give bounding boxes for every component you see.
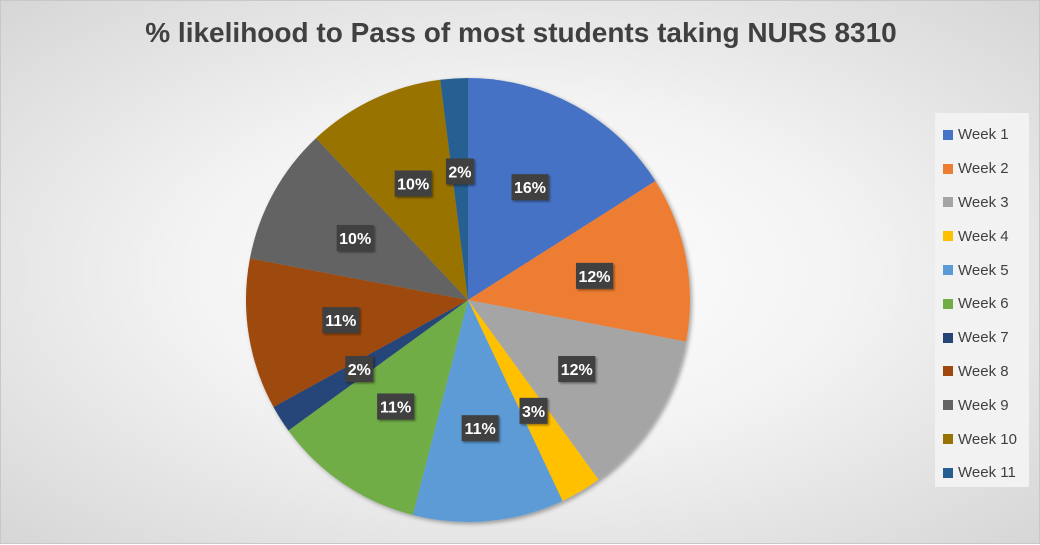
legend-label: Week 6 (958, 295, 1009, 313)
legend-label: Week 1 (958, 126, 1009, 144)
data-label-8: 11% (322, 307, 360, 334)
data-label-text: 11% (380, 399, 411, 416)
data-label-3: 12% (558, 355, 596, 382)
legend-label: Week 10 (958, 430, 1017, 448)
legend: Week 1 Week 2 Week 3 Week 4 Week 5 Week 6 Week… (935, 113, 1029, 487)
legend-label: Week 3 (958, 193, 1009, 211)
data-label-box (394, 170, 432, 197)
data-label-9: 10% (336, 224, 374, 251)
data-label-text: 3% (522, 404, 545, 421)
legend-swatch (943, 231, 953, 242)
legend-swatch (943, 129, 953, 140)
legend-item-5: Week 5 (935, 253, 1029, 287)
data-label-7: 2% (345, 355, 374, 382)
legend-label: Week 11 (958, 464, 1016, 482)
pie-slice-2 (468, 181, 690, 342)
pie-slice-9 (249, 138, 468, 300)
pie-data-labels: 16% 12% 12% 3% 11% 11% 2% 11% 10% 10% 2% (322, 158, 613, 442)
data-label-10: 10% (394, 170, 432, 197)
legend-item-1: Week 1 (935, 118, 1029, 152)
legend-item-6: Week 6 (935, 287, 1029, 321)
data-label-box (461, 415, 499, 442)
legend-item-11: Week 11 (935, 456, 1029, 490)
data-label-text: 10% (339, 231, 371, 248)
data-label-box (322, 307, 360, 334)
chart-title: % likelihood to Pass of most students ta… (145, 17, 897, 48)
pie-slice-10 (316, 79, 468, 300)
data-label-text: 12% (578, 269, 610, 286)
data-label-text: 2% (348, 362, 371, 379)
legend-item-10: Week 10 (935, 422, 1029, 456)
legend-swatch (943, 265, 953, 276)
legend-swatch (943, 400, 953, 411)
legend-swatch (943, 197, 953, 208)
data-label-5: 11% (461, 415, 499, 442)
legend-label: Week 2 (958, 160, 1009, 178)
data-label-6: 11% (377, 393, 415, 420)
data-label-box (445, 158, 474, 185)
data-label-box (558, 355, 596, 382)
legend-item-3: Week 3 (935, 186, 1029, 220)
data-label-text: 11% (465, 421, 496, 438)
legend-label: Week 9 (958, 396, 1009, 414)
data-label-text: 10% (397, 176, 429, 193)
legend-item-9: Week 9 (935, 388, 1029, 422)
legend-label: Week 7 (958, 329, 1009, 347)
data-label-1: 16% (511, 174, 549, 201)
pie-slice-5 (412, 300, 563, 522)
data-label-text: 2% (448, 164, 471, 181)
legend-swatch (943, 366, 953, 377)
legend-swatch (943, 163, 953, 174)
legend-swatch (943, 434, 953, 445)
data-label-box (575, 262, 613, 289)
data-label-box (519, 397, 548, 424)
data-label-box (345, 355, 374, 382)
data-label-text: 12% (561, 362, 593, 379)
legend-swatch (943, 467, 953, 478)
pie-slice-1 (468, 78, 656, 300)
data-label-2: 12% (575, 262, 613, 289)
legend-item-8: Week 8 (935, 355, 1029, 389)
legend-swatch (943, 298, 953, 309)
legend-label: Week 5 (958, 261, 1009, 279)
legend-item-7: Week 7 (935, 321, 1029, 355)
data-label-text: 11% (325, 313, 356, 330)
data-label-text: 16% (514, 180, 546, 197)
data-label-box (511, 174, 549, 201)
data-label-4: 3% (519, 397, 548, 424)
data-label-box (336, 224, 374, 251)
legend-item-2: Week 2 (935, 152, 1029, 186)
data-label-11: 2% (445, 158, 474, 185)
pie-slice-11 (440, 78, 468, 300)
data-label-box (377, 393, 415, 420)
legend-label: Week 8 (958, 362, 1009, 380)
legend-label: Week 4 (958, 227, 1009, 245)
legend-item-4: Week 4 (935, 219, 1029, 253)
legend-swatch (943, 332, 953, 343)
pie-slices (246, 78, 690, 522)
pie-slice-3 (468, 300, 687, 480)
